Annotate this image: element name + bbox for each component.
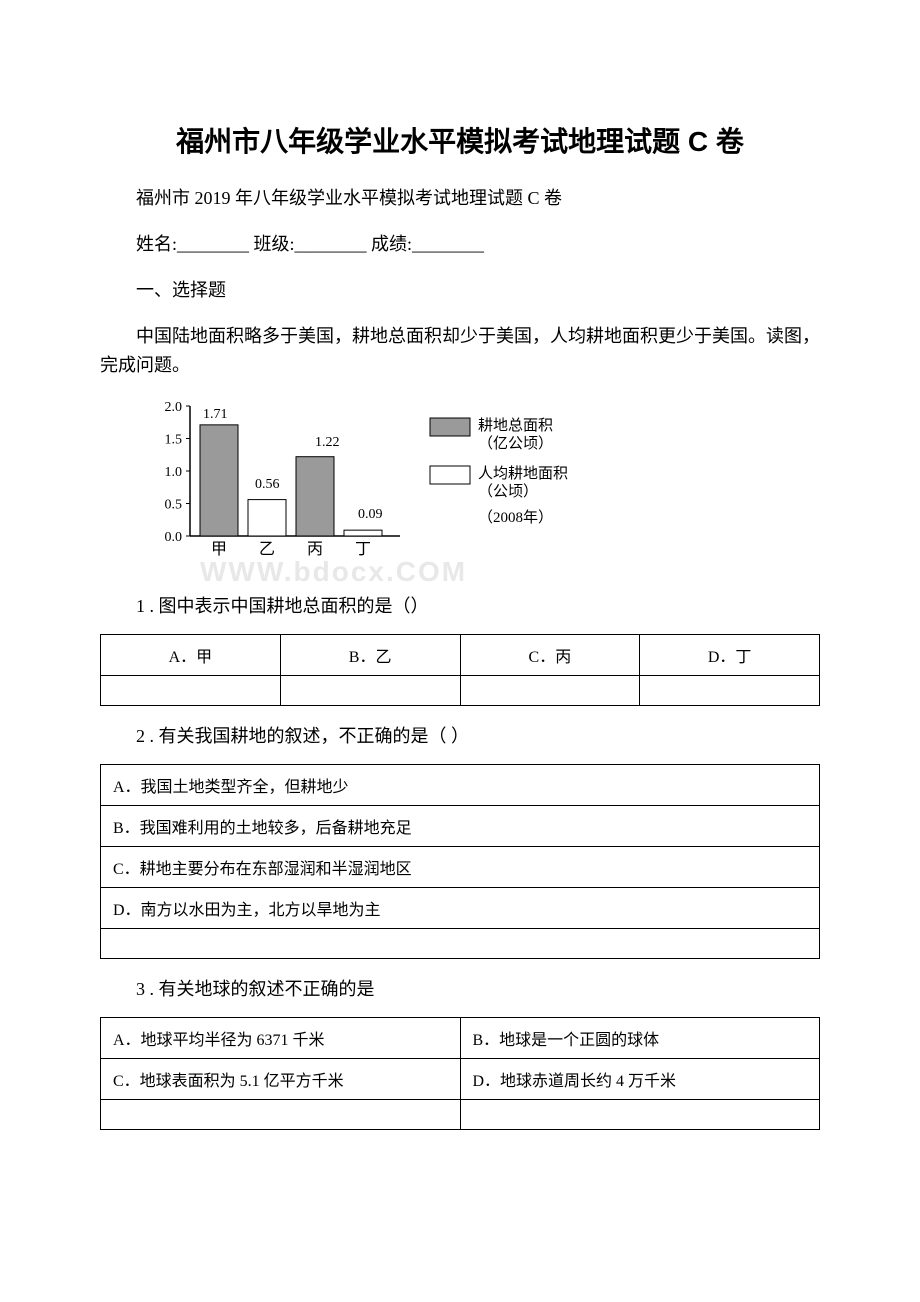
svg-text:人均耕地面积: 人均耕地面积 [478,464,568,482]
svg-text:（公顷）: （公顷） [478,483,538,500]
svg-text:甲: 甲 [211,541,227,558]
option-cell: D．丁 [640,634,820,675]
table-row: D．南方以水田为主，北方以旱地为主 [101,887,820,928]
svg-text:丙: 丙 [307,541,323,558]
q3-options-table: A．地球平均半径为 6371 千米 B．地球是一个正圆的球体 C．地球表面积为 … [100,1017,820,1130]
table-row [101,1099,820,1129]
svg-text:1.0: 1.0 [165,465,183,480]
svg-text:丁: 丁 [355,541,371,558]
option-cell: B．我国难利用的土地较多，后备耕地充足 [101,805,820,846]
question-1: 1 . 图中表示中国耕地总面积的是（） [100,592,820,618]
q1-options-table: A．甲 B．乙 C．丙 D．丁 [100,634,820,706]
table-row: A．甲 B．乙 C．丙 D．丁 [101,634,820,675]
table-row: A．我国土地类型齐全，但耕地少 [101,764,820,805]
svg-text:2.0: 2.0 [165,400,183,415]
table-row: A．地球平均半径为 6371 千米 B．地球是一个正圆的球体 [101,1017,820,1058]
name-label: 姓名:________ [136,234,249,254]
table-row: B．我国难利用的土地较多，后备耕地充足 [101,805,820,846]
score-label: 成绩:________ [371,234,484,254]
option-cell: B．地球是一个正圆的球体 [460,1017,820,1058]
svg-text:0.0: 0.0 [165,530,183,545]
option-cell: D．南方以水田为主，北方以旱地为主 [101,887,820,928]
empty-cell [101,675,281,705]
empty-cell [101,928,820,958]
table-row [101,675,820,705]
svg-text:1.5: 1.5 [165,432,183,447]
option-cell: B．乙 [280,634,460,675]
option-cell: A．我国土地类型齐全，但耕地少 [101,764,820,805]
svg-text:0.09: 0.09 [358,507,383,522]
svg-text:（亿公顷）: （亿公顷） [478,435,553,452]
empty-cell [280,675,460,705]
student-info: 姓名:________ 班级:________ 成绩:________ [100,230,820,256]
svg-text:乙: 乙 [259,541,275,558]
question-3: 3 . 有关地球的叙述不正确的是 [100,975,820,1001]
q2-options-table: A．我国土地类型齐全，但耕地少 B．我国难利用的土地较多，后备耕地充足 C．耕地… [100,764,820,959]
page-title: 福州市八年级学业水平模拟考试地理试题 C 卷 [100,120,820,160]
intro-paragraph: 中国陆地面积略多于美国，耕地总面积却少于美国，人均耕地面积更少于美国。读图，完成… [100,322,820,380]
option-cell: D．地球赤道周长约 4 万千米 [460,1058,820,1099]
empty-cell [460,675,640,705]
svg-text:1.22: 1.22 [315,435,340,450]
bar-chart: 0.0 0.5 1.0 1.5 2.0 1.71 0.56 1.22 0.09 甲 乙 丙 丁 耕地… [140,396,660,576]
svg-text:1.71: 1.71 [203,407,228,422]
option-cell: A．地球平均半径为 6371 千米 [101,1017,461,1058]
table-row [101,928,820,958]
svg-text:耕地总面积: 耕地总面积 [478,416,553,434]
question-2: 2 . 有关我国耕地的叙述，不正确的是（ ） [100,722,820,748]
table-row: C．耕地主要分布在东部湿润和半湿润地区 [101,846,820,887]
option-cell: C．耕地主要分布在东部湿润和半湿润地区 [101,846,820,887]
svg-text:0.5: 0.5 [165,497,183,512]
chart-area: 0.0 0.5 1.0 1.5 2.0 1.71 0.56 1.22 0.09 甲 乙 丙 丁 耕地… [140,396,820,576]
class-label: 班级:________ [254,234,367,254]
svg-text:（2008年）: （2008年） [478,509,553,526]
empty-cell [460,1099,820,1129]
subtitle: 福州市 2019 年八年级学业水平模拟考试地理试题 C 卷 [100,184,820,210]
option-cell: C．丙 [460,634,640,675]
option-cell: A．甲 [101,634,281,675]
empty-cell [101,1099,461,1129]
table-row: C．地球表面积为 5.1 亿平方千米 D．地球赤道周长约 4 万千米 [101,1058,820,1099]
section-heading: 一、选择题 [100,276,820,302]
empty-cell [640,675,820,705]
svg-text:0.56: 0.56 [255,477,280,492]
option-cell: C．地球表面积为 5.1 亿平方千米 [101,1058,461,1099]
